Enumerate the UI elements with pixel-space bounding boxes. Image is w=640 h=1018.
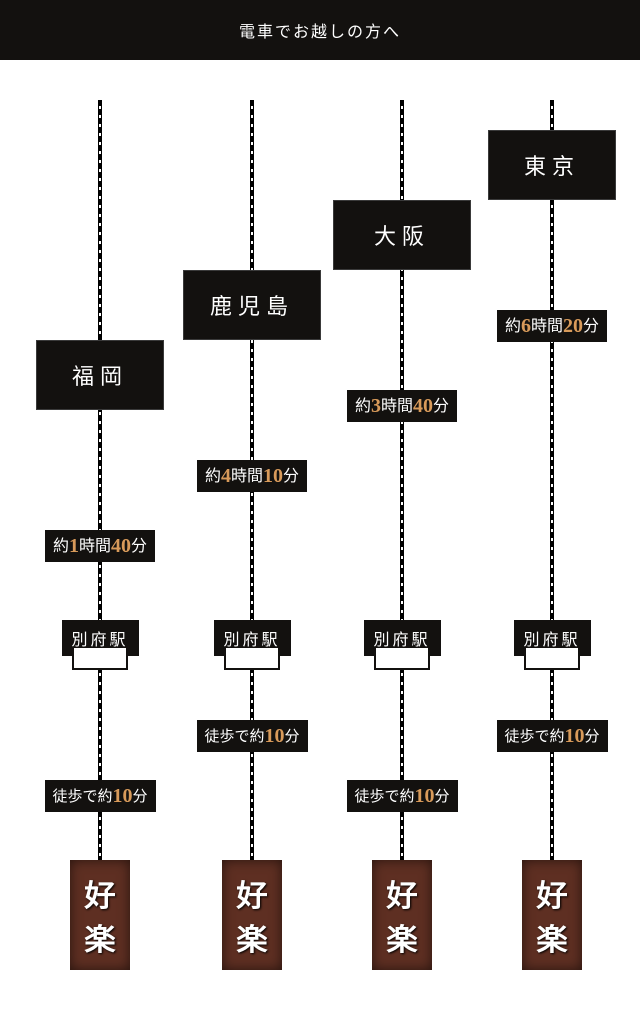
destination-char-1: 好 [386,871,418,915]
travel-time-label: 約3時間40分 [347,390,457,422]
walk-prefix: 徒歩で約 [205,729,265,745]
time-prefix: 約 [53,538,69,555]
page-header: 電車でお越しの方へ [0,0,640,60]
travel-time-label: 約4時間10分 [197,460,307,492]
walk-prefix: 徒歩で約 [53,789,113,805]
time-hours: 6 [521,315,531,337]
destination-char-2: 楽 [84,915,116,959]
origin-label: 福岡 [72,359,128,391]
station-name: 別府駅 [524,632,581,649]
travel-time-label: 約6時間20分 [497,310,607,342]
station-gate-icon [524,648,580,670]
walk-prefix: 徒歩で約 [505,729,565,745]
destination-box: 好楽 [522,860,582,970]
walk-minutes: 10 [565,725,585,747]
origin-box: 福岡 [36,340,164,410]
walk-prefix: 徒歩で約 [355,789,415,805]
walk-minutes: 10 [265,725,285,747]
time-minutes-unit: 分 [583,318,599,335]
station-gate-icon [224,648,280,670]
walk-time-label: 徒歩で約10分 [347,780,458,812]
time-hours-unit: 時間 [231,468,263,485]
station-name: 別府駅 [374,632,431,649]
time-minutes-unit: 分 [131,538,147,555]
station-name: 別府駅 [72,632,129,649]
time-prefix: 約 [505,318,521,335]
origin-box: 東京 [488,130,616,200]
origin-box: 大阪 [333,200,471,270]
walk-time-label: 徒歩で約10分 [497,720,608,752]
walk-minutes-unit: 分 [435,789,450,805]
time-hours-unit: 時間 [79,538,111,555]
time-hours-unit: 時間 [531,318,563,335]
walk-minutes-unit: 分 [585,729,600,745]
travel-time-label: 約1時間40分 [45,530,155,562]
destination-box: 好楽 [372,860,432,970]
destination-char-2: 楽 [536,915,568,959]
time-prefix: 約 [355,398,371,415]
origin-box: 鹿児島 [183,270,321,340]
walk-time-label: 徒歩で約10分 [197,720,308,752]
walk-minutes-unit: 分 [133,789,148,805]
station-gate-icon [374,648,430,670]
walk-time-label: 徒歩で約10分 [45,780,156,812]
destination-char-2: 楽 [386,915,418,959]
rail-line [550,100,554,880]
walk-minutes: 10 [415,785,435,807]
walk-minutes-unit: 分 [285,729,300,745]
time-hours: 3 [371,395,381,417]
destination-char-1: 好 [536,871,568,915]
time-minutes: 20 [563,315,583,337]
destination-char-1: 好 [84,871,116,915]
time-prefix: 約 [205,468,221,485]
header-title: 電車でお越しの方へ [239,24,401,41]
destination-box: 好楽 [70,860,130,970]
time-hours-unit: 時間 [381,398,413,415]
time-minutes: 10 [263,465,283,487]
destination-box: 好楽 [222,860,282,970]
time-minutes: 40 [413,395,433,417]
rail-line [98,100,102,880]
time-minutes: 40 [111,535,131,557]
origin-label: 東京 [524,149,580,181]
time-minutes-unit: 分 [283,468,299,485]
time-minutes-unit: 分 [433,398,449,415]
origin-label: 大阪 [374,219,430,251]
origin-label: 鹿児島 [210,289,294,321]
station-gate-icon [72,648,128,670]
access-diagram: 福岡約1時間40分別府駅徒歩で約10分好楽鹿児島約4時間10分別府駅徒歩で約10… [0,60,640,1018]
walk-minutes: 10 [113,785,133,807]
time-hours: 4 [221,465,231,487]
destination-char-2: 楽 [236,915,268,959]
time-hours: 1 [69,535,79,557]
destination-char-1: 好 [236,871,268,915]
station-name: 別府駅 [224,632,281,649]
